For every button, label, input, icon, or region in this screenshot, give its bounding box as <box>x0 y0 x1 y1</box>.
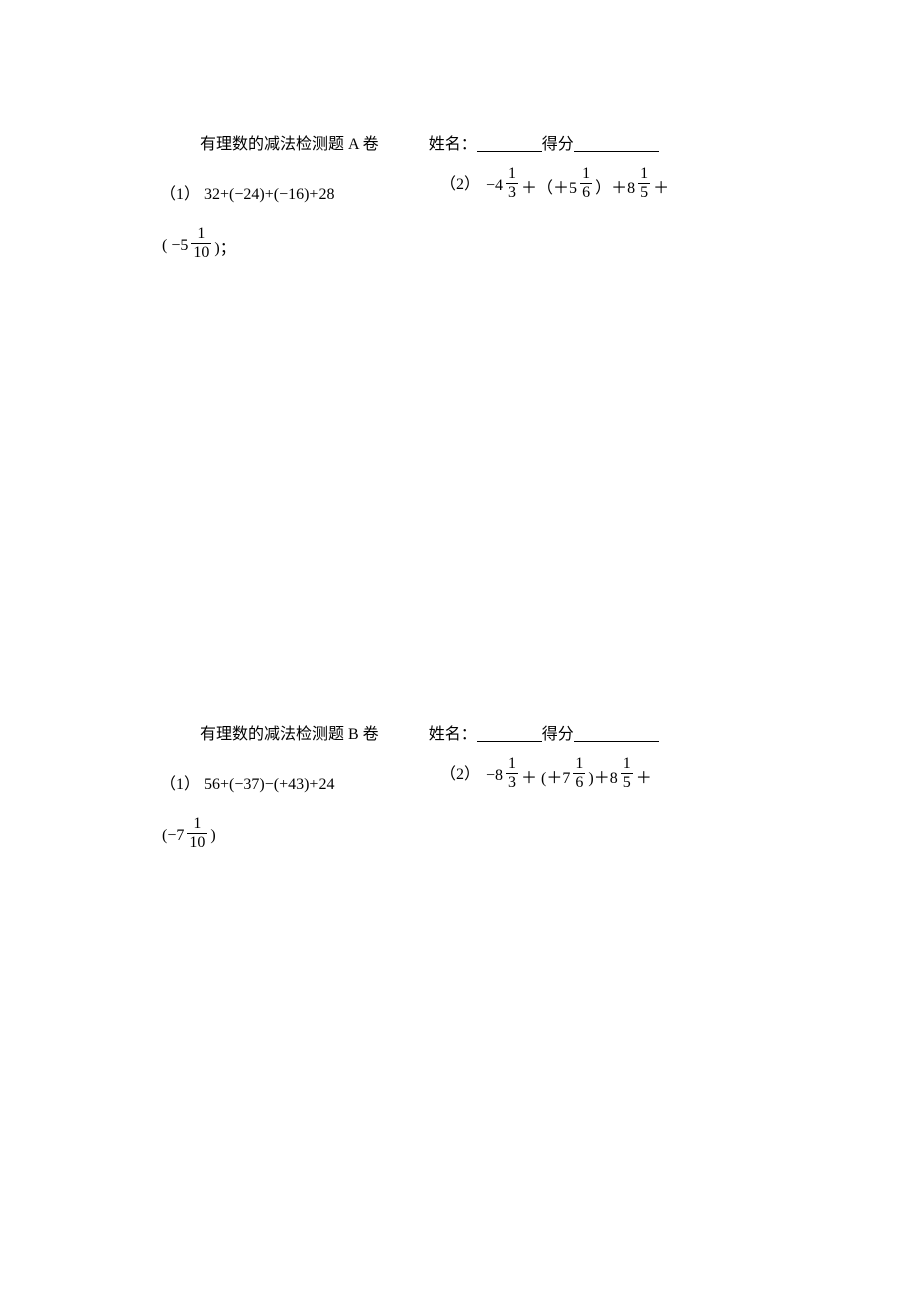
name-label-b: 姓名： <box>429 720 477 744</box>
frac-b-2: 16 <box>573 756 585 791</box>
frac-b-3: 15 <box>621 756 633 791</box>
cont-prefix-a: ( −5 <box>162 237 188 255</box>
section-b: 有理数的减法检测题 B 卷 姓名： 得分 （1） 56+(−37)−(+43)+… <box>160 720 760 758</box>
q2-mid2-a: ）＋8 <box>595 174 635 198</box>
q2-num-a: （2） <box>440 176 480 193</box>
title-b: 有理数的减法检测题 B 卷 <box>200 720 379 744</box>
q2-mid1-b: ＋ (＋7 <box>521 764 570 788</box>
q1-expr-a: 32+(−24)+(−16)+28 <box>200 186 334 203</box>
header-a: 有理数的减法检测题 A 卷 姓名： 得分 <box>160 130 760 154</box>
q2-mid1-a: ＋（＋5 <box>521 174 577 198</box>
q2-prefix-a: −4 <box>486 177 503 195</box>
problem-a1: （1） 32+(−24)+(−16)+28 <box>160 180 334 204</box>
name-label-a: 姓名： <box>429 130 477 154</box>
name-blank-a[interactable] <box>477 134 542 152</box>
section-a: 有理数的减法检测题 A 卷 姓名： 得分 （1） 32+(−24)+(−16)+… <box>160 130 760 168</box>
continuation-b: (−7110) <box>160 818 218 853</box>
name-blank-b[interactable] <box>477 724 542 742</box>
cont-suffix-b: ) <box>210 827 215 845</box>
title-a: 有理数的减法检测题 A 卷 <box>200 130 379 154</box>
frac-a-3: 15 <box>638 166 650 201</box>
problem-b1: （1） 56+(−37)−(+43)+24 <box>160 770 334 794</box>
q1-num-b: （1） <box>160 776 200 793</box>
score-label-a: 得分 <box>542 130 574 154</box>
q1-num-a: （1） <box>160 186 200 203</box>
problem-a2: （2） −413＋（＋516）＋815＋ <box>440 168 671 203</box>
header-b: 有理数的减法检测题 B 卷 姓名： 得分 <box>160 720 760 744</box>
q2-prefix-b: −8 <box>486 767 503 785</box>
cont-prefix-b: (−7 <box>162 827 184 845</box>
frac-a-cont: 110 <box>191 226 211 261</box>
frac-a-1: 13 <box>506 166 518 201</box>
frac-b-1: 13 <box>506 756 518 791</box>
q2-num-b: （2） <box>440 766 480 783</box>
q2-mid2-b: )＋8 <box>588 764 617 788</box>
q2-end-b: ＋ <box>636 764 652 788</box>
score-label-b: 得分 <box>542 720 574 744</box>
q2-end-a: ＋ <box>653 174 669 198</box>
continuation-a: ( −5110)； <box>160 228 238 263</box>
score-blank-b[interactable] <box>574 724 659 742</box>
cont-suffix-a: )； <box>214 234 235 258</box>
score-blank-a[interactable] <box>574 134 659 152</box>
q1-expr-b: 56+(−37)−(+43)+24 <box>200 776 334 793</box>
problem-b2: （2） −813＋ (＋716)＋815＋ <box>440 758 654 793</box>
frac-b-cont: 110 <box>187 816 207 851</box>
frac-a-2: 16 <box>580 166 592 201</box>
